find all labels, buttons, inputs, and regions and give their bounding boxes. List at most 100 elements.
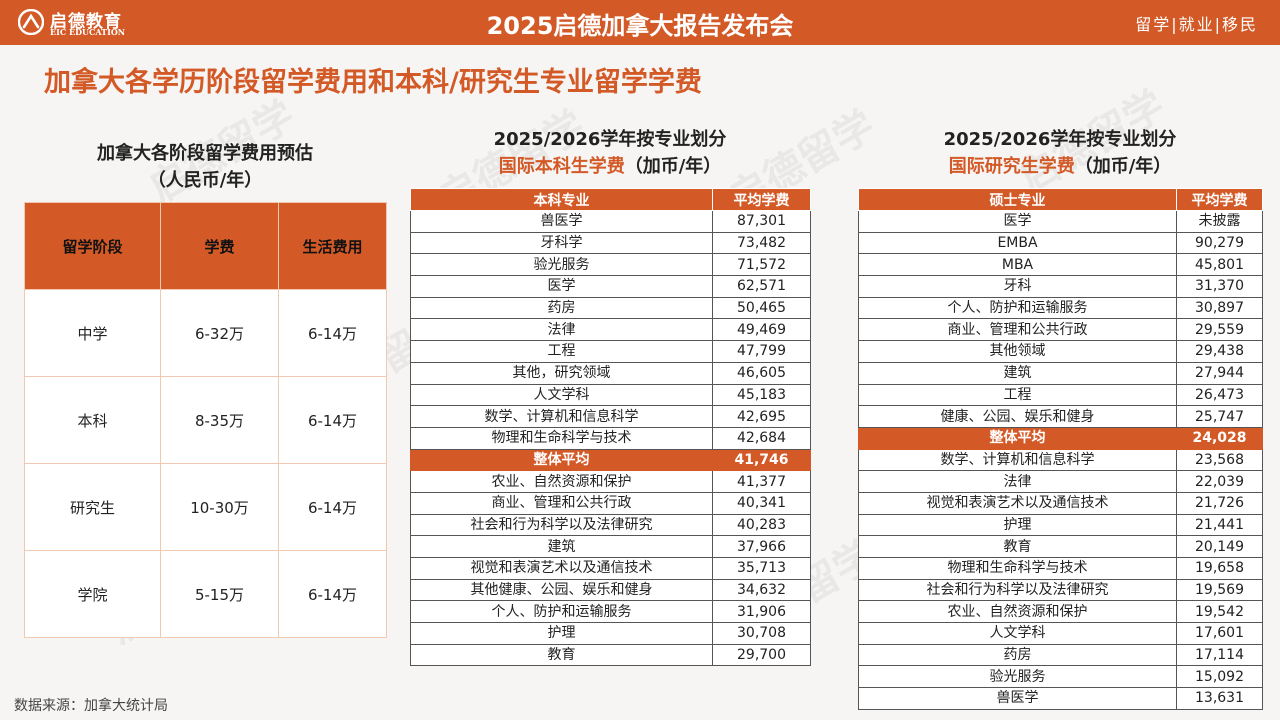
table-cell: 个人、防护和运输服务 <box>410 600 713 624</box>
section2-title-line1: 2025/2026学年按专业划分 <box>493 129 727 150</box>
table-row: 农业、自然资源和保护 41,377 <box>410 470 811 493</box>
table-row: 法律 22,039 <box>858 470 1263 493</box>
table-cell: 中学 <box>24 289 161 377</box>
table-row: 验光服务 15,092 <box>858 665 1263 689</box>
table-cell: 农业、自然资源和保护 <box>410 470 713 493</box>
table-cell: 商业、管理和公共行政 <box>858 318 1177 342</box>
table-row: 验光服务 71,572 <box>410 253 811 277</box>
table-body: 兽医学 87,301 牙科学 73,482 验光服务 71,572 医学 62,571 药房 50… <box>410 210 811 667</box>
table-cell: 建筑 <box>410 535 713 558</box>
undergrad-fee-table: 本科专业 平均学费 兽医学 87,301 牙科学 73,482 验光服务 71,572 医学 6… <box>410 188 811 667</box>
table-row-highlight: 整体平均 24,028 <box>858 426 1263 450</box>
logo-mark-icon <box>18 9 44 35</box>
table-cell: 17,114 <box>1176 643 1263 667</box>
table-cell: 社会和行为科学以及法律研究 <box>410 513 713 537</box>
table-cell: 27,944 <box>1176 361 1263 385</box>
table-cell: 整体平均 <box>858 426 1177 450</box>
table-row: 建筑 27,944 <box>858 361 1263 385</box>
table-row: 物理和生命科学与技术 42,684 <box>410 426 811 450</box>
table-cell: 19,658 <box>1176 557 1263 580</box>
table-cell: 建筑 <box>858 361 1177 385</box>
table-row: 数学、计算机和信息科学 23,568 <box>858 448 1263 472</box>
column-header: 生活费用 <box>278 202 387 290</box>
stage-cost-table: 留学阶段 学费 生活费用 中学 6-32万 6-14万 本科 8-35万 6-14万 研究生 10… <box>24 202 387 638</box>
table-row: 其他健康、公园、娱乐和健身 34,632 <box>410 578 811 602</box>
table-cell: 46,605 <box>712 361 811 385</box>
table-row: 健康、公园、娱乐和健身 25,747 <box>858 405 1263 428</box>
table-row: 研究生 10-30万 6-14万 <box>24 463 387 551</box>
table-row: 兽医学 87,301 <box>410 210 811 233</box>
table-row: 商业、管理和公共行政 40,341 <box>410 491 811 515</box>
table-cell: 兽医学 <box>410 210 713 233</box>
page-title: 加拿大各学历阶段留学费用和本科/研究生专业留学学费 <box>44 67 702 98</box>
table-cell: 8-35万 <box>160 376 279 464</box>
table-cell: 数学、计算机和信息科学 <box>410 405 713 428</box>
table-cell: 22,039 <box>1176 470 1263 493</box>
table-cell: 人文学科 <box>410 383 713 407</box>
table-cell: 30,897 <box>1176 296 1263 320</box>
table-cell: 34,632 <box>712 578 811 602</box>
column-header: 硕士专业 <box>858 188 1177 211</box>
table-cell: 19,542 <box>1176 600 1263 624</box>
table-cell: 物理和生命科学与技术 <box>858 557 1177 580</box>
table-row: 工程 26,473 <box>858 383 1263 407</box>
table-cell: 19,569 <box>1176 578 1263 602</box>
table-cell: 45,801 <box>1176 253 1263 277</box>
table-cell: 23,568 <box>1176 448 1263 472</box>
table-cell: 41,377 <box>712 470 811 493</box>
table-cell: 农业、自然资源和保护 <box>858 600 1177 624</box>
table-cell: 13,631 <box>1176 687 1263 710</box>
column-header: 本科专业 <box>410 188 713 211</box>
table-cell: 商业、管理和公共行政 <box>410 491 713 515</box>
table-row: 人文学科 17,601 <box>858 622 1263 645</box>
table-cell: 其他领域 <box>858 340 1177 363</box>
table-cell: 62,571 <box>712 275 811 298</box>
table-row: 个人、防护和运输服务 31,906 <box>410 600 811 624</box>
table-cell: 6-32万 <box>160 289 279 377</box>
table-cell: 护理 <box>410 622 713 645</box>
table-body: 医学 未披露 EMBA 90,279 MBA 45,801 牙科 31,370 个人、防护和运输… <box>858 210 1263 710</box>
table-cell: 6-14万 <box>278 289 387 377</box>
table-cell: 兽医学 <box>858 687 1177 710</box>
table-cell: 验光服务 <box>410 253 713 277</box>
logo-text-cn: 启德教育 <box>50 12 122 32</box>
table-row: 学院 5-15万 6-14万 <box>24 550 387 638</box>
table-row: 医学 62,571 <box>410 275 811 298</box>
section3-title-unit: （加币/年） <box>1074 156 1172 177</box>
table-row: 视觉和表演艺术以及通信技术 21,726 <box>858 491 1263 515</box>
table-cell: 31,370 <box>1176 275 1263 298</box>
table-cell: 法律 <box>858 470 1177 493</box>
logo-text-en: EIC EDUCATION <box>50 27 126 37</box>
section2-title-unit: （加币/年） <box>624 156 722 177</box>
table-cell: 30,708 <box>712 622 811 645</box>
section1-title-line2: （人民币/年） <box>147 170 263 191</box>
table-cell: 90,279 <box>1176 231 1263 255</box>
table-cell: 5-15万 <box>160 550 279 638</box>
table-row: 人文学科 45,183 <box>410 383 811 407</box>
table-cell: 教育 <box>410 643 713 667</box>
table-cell: 本科 <box>24 376 161 464</box>
table-header-row: 留学阶段 学费 生活费用 <box>24 202 387 290</box>
section2-title-line2: 国际本科生学费（加币/年） <box>410 153 810 180</box>
table-body: 中学 6-32万 6-14万 本科 8-35万 6-14万 研究生 10-30万 6-14万 学院… <box>24 289 387 638</box>
section3-title: 2025/2026学年按专业划分 国际研究生学费（加币/年） <box>858 126 1262 180</box>
table-row: EMBA 90,279 <box>858 231 1263 255</box>
table-cell: 26,473 <box>1176 383 1263 407</box>
table-cell: 工程 <box>858 383 1177 407</box>
table-cell: 21,726 <box>1176 491 1263 515</box>
event-title: 2025启德加拿大报告发布会 <box>486 12 794 40</box>
table-cell: 整体平均 <box>410 448 713 472</box>
table-row: 农业、自然资源和保护 19,542 <box>858 600 1263 624</box>
table-cell: 法律 <box>410 318 713 342</box>
table-cell: 视觉和表演艺术以及通信技术 <box>858 491 1177 515</box>
section3-title-line1: 2025/2026学年按专业划分 <box>943 129 1177 150</box>
table-cell: 42,695 <box>712 405 811 428</box>
table-cell: 数学、计算机和信息科学 <box>858 448 1177 472</box>
table-header-row: 本科专业 平均学费 <box>410 188 811 211</box>
table-row: 社会和行为科学以及法律研究 40,283 <box>410 513 811 537</box>
table-row: 药房 50,465 <box>410 296 811 320</box>
table-cell: 73,482 <box>712 231 811 255</box>
table-cell: EMBA <box>858 231 1177 255</box>
table-cell: 6-14万 <box>278 550 387 638</box>
table-cell: 31,906 <box>712 600 811 624</box>
